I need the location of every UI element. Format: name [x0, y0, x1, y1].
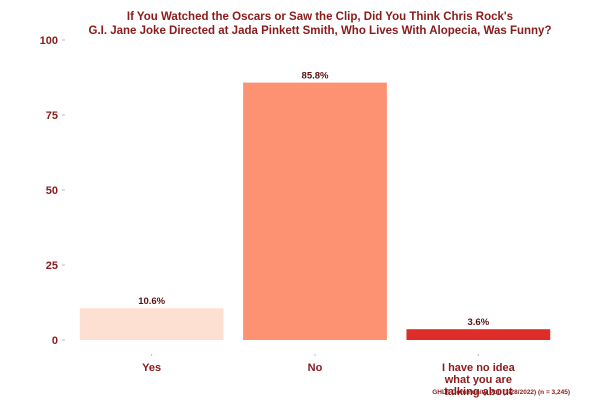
bar	[406, 329, 551, 340]
y-tick-label: 75	[46, 110, 58, 122]
x-tick-label: No	[308, 362, 323, 374]
data-label: 3.6%	[468, 317, 490, 328]
y-tick-label: 100	[40, 35, 58, 47]
chart-title-line-1: If You Watched the Oscars or Saw the Cli…	[126, 11, 514, 23]
y-tick-label: 25	[46, 260, 58, 272]
source-note: GHLF Community Poll (3/28/2022) (n = 3,2…	[432, 389, 570, 396]
data-label: 85.8%	[302, 71, 329, 82]
bar	[79, 308, 224, 340]
chart-title-line-2: G.I. Jane Joke Directed at Jada Pinkett …	[88, 25, 552, 37]
y-tick-label: 50	[46, 185, 58, 197]
bar	[243, 82, 387, 340]
x-tick-label: I have no idea what you are talking about	[442, 362, 516, 398]
x-tick-label: Yes	[142, 362, 161, 374]
data-label: 10.6%	[138, 296, 165, 307]
chart-title: If You Watched the Oscars or Saw the Cli…	[60, 10, 580, 38]
y-tick-label: 0	[52, 335, 58, 347]
